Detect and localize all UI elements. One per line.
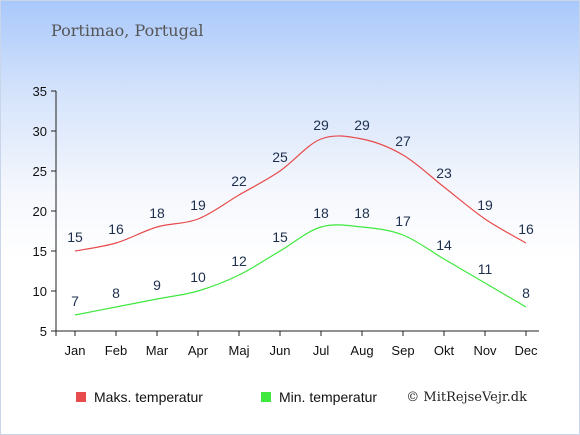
x-tick-label: Mar xyxy=(146,343,169,358)
y-tick-label: 35 xyxy=(33,84,47,99)
data-label-max: 23 xyxy=(436,165,452,181)
data-label-max: 16 xyxy=(518,221,534,237)
x-tick-label: Jan xyxy=(65,343,86,358)
x-tick-label: Jul xyxy=(313,343,330,358)
legend-max-label: Maks. temperatur xyxy=(94,389,203,405)
x-tick-label: Maj xyxy=(229,343,250,358)
data-label-max: 19 xyxy=(190,197,206,213)
chart-title: Portimao, Portugal xyxy=(51,21,204,40)
data-label-max: 29 xyxy=(354,117,370,133)
data-label-min: 17 xyxy=(395,213,411,229)
y-tick-label: 10 xyxy=(33,284,47,299)
y-tick-label: 20 xyxy=(33,204,47,219)
y-tick-label: 15 xyxy=(33,244,47,259)
data-label-min: 15 xyxy=(272,229,288,245)
data-label-max: 19 xyxy=(477,197,493,213)
legend-min: Min. temperatur xyxy=(261,389,377,405)
x-tick-label: Okt xyxy=(434,343,455,358)
data-label-max: 22 xyxy=(231,173,247,189)
y-tick-label: 5 xyxy=(40,324,47,339)
legend-max-swatch xyxy=(76,392,86,402)
legend-min-swatch xyxy=(261,392,271,402)
data-label-max: 15 xyxy=(67,229,83,245)
data-label-max: 27 xyxy=(395,133,411,149)
data-label-max: 29 xyxy=(313,117,329,133)
legend-min-label: Min. temperatur xyxy=(279,389,378,405)
x-tick-label: Dec xyxy=(514,343,538,358)
x-tick-label: Sep xyxy=(391,343,414,358)
data-label-min: 18 xyxy=(354,205,370,221)
data-label-min: 11 xyxy=(478,261,493,277)
data-label-min: 12 xyxy=(231,253,247,269)
data-label-min: 9 xyxy=(153,277,161,293)
data-label-max: 25 xyxy=(272,149,288,165)
x-tick-label: Nov xyxy=(473,343,497,358)
data-label-max: 18 xyxy=(149,205,165,221)
x-tick-label: Jun xyxy=(270,343,291,358)
credit-text: © MitRejseVejr.dk xyxy=(406,390,527,405)
data-label-min: 8 xyxy=(112,285,120,301)
data-label-min: 10 xyxy=(190,269,206,285)
series-line-min xyxy=(74,224,527,316)
x-tick-label: Apr xyxy=(188,343,209,358)
series-line-max xyxy=(74,135,527,252)
data-label-max: 16 xyxy=(108,221,124,237)
y-tick-label: 25 xyxy=(33,164,47,179)
data-label-min: 7 xyxy=(71,293,79,309)
x-tick-label: Feb xyxy=(105,343,127,358)
data-label-min: 14 xyxy=(436,237,452,253)
x-tick-label: Aug xyxy=(350,343,373,358)
y-tick-label: 30 xyxy=(33,124,47,139)
data-label-min: 8 xyxy=(522,285,530,301)
data-label-min: 18 xyxy=(313,205,329,221)
legend-max: Maks. temperatur xyxy=(76,389,203,405)
